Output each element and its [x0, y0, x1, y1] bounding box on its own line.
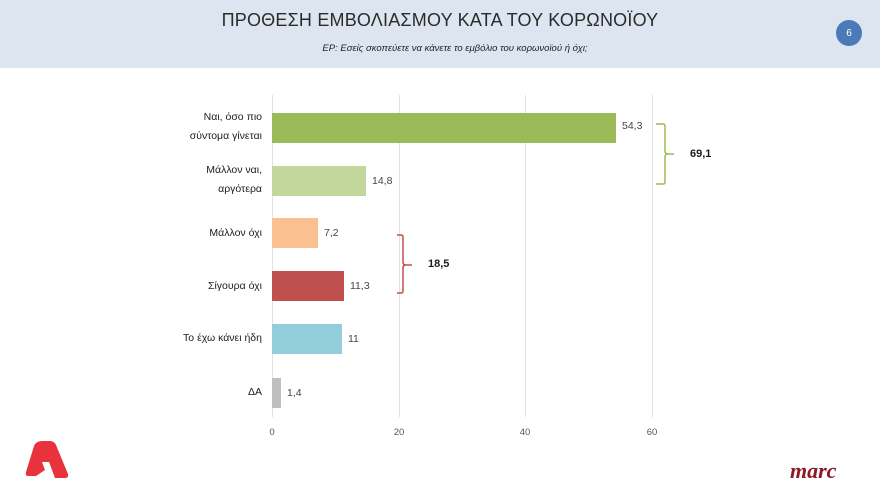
- value-label: 14,8: [372, 175, 393, 187]
- category-label-line: αργότερα: [218, 183, 262, 195]
- bar-already-done: [272, 324, 342, 354]
- brace-total-no: 18,5: [428, 258, 450, 270]
- bar-yes-asap: [272, 113, 616, 143]
- header-band: ΠΡΟΘΕΣΗ ΕΜΒΟΛΙΑΣΜΟΥ ΚΑΤΑ ΤΟΥ ΚΟΡΩΝΟΪΟΥ Ε…: [0, 0, 880, 68]
- category-label: Ναι, όσο πιο σύντομα γίνεται: [142, 108, 262, 146]
- gridline-0: [272, 95, 273, 417]
- value-label: 11: [348, 333, 359, 345]
- question-subtitle: ΕΡ: Εσείς σκοπεύετε να κάνετε το εμβόλιο…: [322, 43, 588, 54]
- bar-dont-know: [272, 378, 281, 408]
- x-tick: 60: [646, 427, 658, 438]
- x-tick: 40: [519, 427, 531, 438]
- gridline-40: [525, 95, 526, 417]
- x-tick: 0: [269, 427, 275, 438]
- category-label: Μάλλον όχι: [209, 227, 262, 239]
- brace-no-icon: [397, 234, 412, 294]
- alpha-logo-icon: [25, 441, 69, 478]
- value-label: 1,4: [287, 387, 302, 399]
- x-tick: 20: [393, 427, 405, 438]
- category-label-line: σύντομα γίνεται: [189, 130, 262, 142]
- category-label-line: Μάλλον ναι,: [206, 164, 262, 176]
- brace-total-yes: 69,1: [690, 148, 712, 160]
- page-title: ΠΡΟΘΕΣΗ ΕΜΒΟΛΙΑΣΜΟΥ ΚΑΤΑ ΤΟΥ ΚΟΡΩΝΟΪΟΥ: [221, 10, 659, 30]
- brace-yes-icon: [656, 123, 674, 185]
- value-label: 7,2: [324, 227, 339, 239]
- category-label-line: Ναι, όσο πιο: [203, 111, 262, 123]
- category-label: Σίγουρα όχι: [207, 280, 262, 292]
- category-label: Μάλλον ναι, αργότερα: [142, 161, 262, 199]
- page-number-badge: 6: [836, 20, 862, 46]
- gridline-20: [399, 95, 400, 417]
- bar-definitely-no: [272, 271, 344, 301]
- value-label: 54,3: [622, 120, 643, 132]
- gridline-60: [652, 95, 653, 417]
- category-label: Το έχω κάνει ήδη: [183, 332, 262, 344]
- value-label: 11,3: [350, 280, 370, 292]
- bar-probably-no: [272, 218, 318, 248]
- marc-logo: marc: [790, 458, 837, 483]
- bar-probably-yes: [272, 166, 366, 196]
- category-label: ΔΑ: [247, 386, 262, 398]
